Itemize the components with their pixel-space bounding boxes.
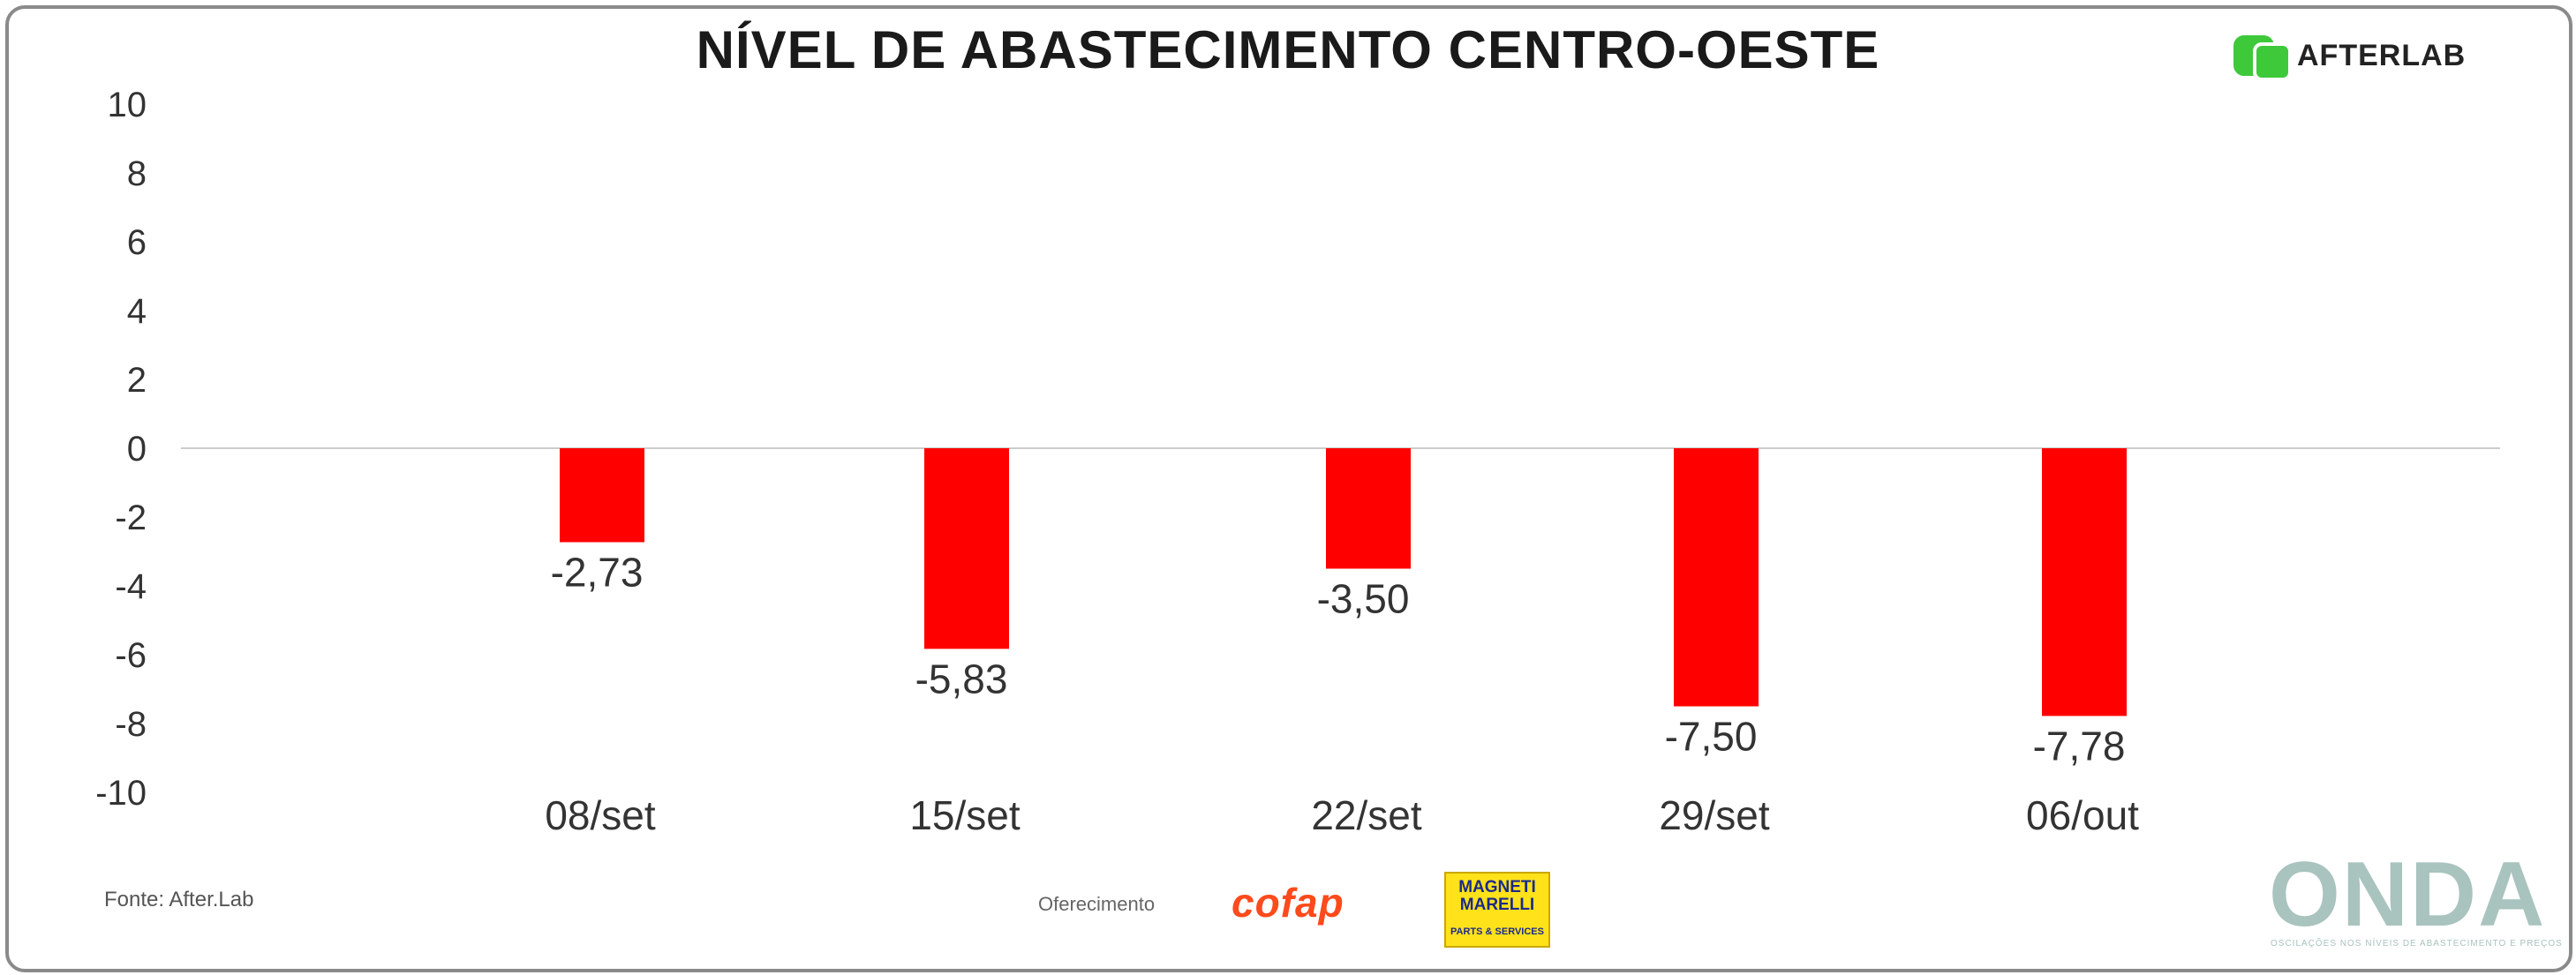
- bar: [1674, 448, 1759, 707]
- y-tick-label: 10: [108, 86, 147, 124]
- x-tick-label: 06/out: [2026, 792, 2139, 838]
- onda-tagline: OSCILAÇÕES NOS NÍVEIS DE ABASTECIMENTO E…: [2271, 939, 2563, 949]
- y-tick-label: -10: [95, 774, 147, 813]
- chart-frame: [5, 5, 2572, 972]
- bars: [560, 448, 2127, 716]
- data-label: -5,83: [915, 656, 1008, 701]
- afterlab-mark-inner-icon: [2253, 42, 2292, 81]
- afterlab-wordmark: AFTERLAB: [2297, 39, 2467, 72]
- magneti-marelli-logo: MAGNETI MARELLI PARTS & SERVICES: [1444, 872, 1550, 948]
- y-tick-label: 4: [127, 292, 147, 331]
- y-tick-label: 6: [127, 223, 147, 262]
- x-tick-label: 08/set: [545, 792, 656, 838]
- chart-title: NÍVEL DE ABASTECIMENTO CENTRO-OESTE: [696, 20, 1880, 79]
- data-label: -3,50: [1317, 576, 1410, 622]
- afterlab-logo: AFTERLAB: [2233, 34, 2516, 85]
- source-note: Fonte: After.Lab: [104, 888, 254, 911]
- bar: [560, 448, 644, 543]
- bar: [1326, 448, 1411, 569]
- data-label: -7,50: [1665, 714, 1758, 760]
- data-labels: -2,73 -5,83 -3,50 -7,50 -7,78: [551, 549, 2126, 769]
- y-tick-label: -4: [115, 567, 147, 606]
- data-label: -7,78: [2033, 723, 2126, 769]
- x-tick-label: 15/set: [909, 792, 1021, 838]
- y-axis-ticks: 10 8 6 4 2 0 -2 -4 -6 -8 -10: [95, 86, 147, 813]
- y-tick-label: 0: [127, 430, 147, 469]
- x-tick-label: 29/set: [1659, 792, 1770, 838]
- magneti-marelli-name: MAGNETI MARELLI: [1458, 878, 1536, 914]
- bar: [924, 448, 1009, 649]
- y-tick-label: -6: [115, 636, 147, 675]
- y-tick-label: 8: [127, 154, 147, 193]
- sponsor-label: Oferecimento: [1038, 893, 1156, 915]
- y-tick-label: 2: [127, 361, 147, 400]
- cofap-logo: cofap: [1232, 880, 1344, 926]
- magneti-marelli-sub: PARTS & SERVICES: [1450, 926, 1544, 937]
- y-tick-label: -8: [115, 705, 147, 744]
- bar: [2042, 448, 2127, 716]
- x-axis-labels: 08/set 15/set 22/set 29/set 06/out: [545, 792, 2139, 838]
- y-tick-label: -2: [115, 499, 147, 537]
- data-label: -2,73: [551, 549, 644, 595]
- x-tick-label: 22/set: [1311, 792, 1422, 838]
- onda-logo: ONDA: [2269, 844, 2547, 946]
